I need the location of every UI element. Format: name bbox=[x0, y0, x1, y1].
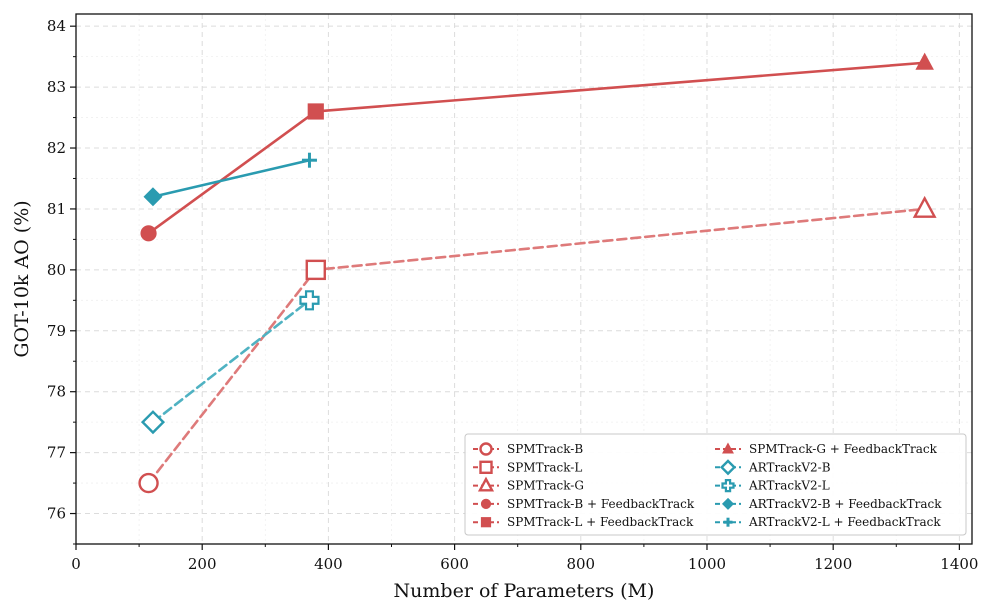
marker-spmtrack-g-feedbacktrack bbox=[915, 52, 934, 70]
y-tick-label: 78 bbox=[47, 383, 66, 401]
legend-marker bbox=[722, 442, 734, 454]
legend-label: SPMTrack-G bbox=[507, 479, 584, 493]
legend-label: ARTrackV2-B bbox=[748, 460, 831, 474]
marker-artrackv2-b-feedbacktrack bbox=[143, 187, 163, 207]
y-tick-label: 81 bbox=[47, 200, 66, 218]
x-tick-label: 600 bbox=[440, 555, 469, 573]
series-line bbox=[151, 158, 311, 199]
legend-marker bbox=[721, 479, 735, 493]
marker-spmtrack-b bbox=[138, 472, 159, 494]
legend-label: SPMTrack-L + FeedbackTrack bbox=[507, 515, 694, 529]
legend-marker bbox=[723, 517, 733, 527]
marker-spmtrack-g bbox=[912, 195, 937, 218]
legend-marker bbox=[479, 460, 493, 474]
legend-marker bbox=[477, 476, 495, 492]
x-tick-label: 400 bbox=[314, 555, 343, 573]
marker-artrackv2-l bbox=[299, 290, 320, 311]
series-markers bbox=[138, 52, 937, 494]
legend-label: SPMTrack-G + FeedbackTrack bbox=[749, 442, 938, 456]
y-tick-label: 82 bbox=[47, 139, 66, 157]
x-tick-label: 0 bbox=[71, 555, 81, 573]
x-tick-label: 1200 bbox=[814, 555, 852, 573]
y-tick-label: 83 bbox=[47, 78, 66, 96]
x-tick-label: 1000 bbox=[688, 555, 726, 573]
plot-frame bbox=[75, 13, 973, 545]
marker-artrackv2-b bbox=[140, 410, 166, 435]
legend-label: ARTrackV2-L bbox=[748, 479, 830, 493]
axis-ticks: 0 200 400 600 800 1000 1200 1400 76 77 78 79 80 81 82 8… bbox=[47, 17, 979, 573]
legend-label: SPMTrack-B bbox=[507, 442, 583, 456]
legend-label: ARTrackV2-L + FeedbackTrack bbox=[748, 515, 941, 529]
marker-artrackv2-l-feedbacktrack bbox=[301, 152, 317, 168]
y-tick-label: 84 bbox=[47, 17, 66, 35]
y-tick-label: 76 bbox=[47, 505, 66, 523]
x-tick-label: 1400 bbox=[940, 555, 978, 573]
y-tick-label: 80 bbox=[47, 261, 66, 279]
legend-marker bbox=[480, 498, 492, 509]
y-tick-label: 79 bbox=[47, 322, 66, 340]
legend-marker bbox=[479, 442, 493, 456]
marker-spmtrack-l-feedbacktrack bbox=[307, 103, 324, 120]
legend-label: SPMTrack-L bbox=[507, 460, 582, 474]
legend-marker bbox=[721, 497, 735, 510]
marker-spmtrack-b-feedbacktrack bbox=[140, 225, 157, 242]
x-tick-label: 200 bbox=[188, 555, 217, 573]
legend-label: SPMTrack-B + FeedbackTrack bbox=[507, 497, 695, 511]
y-axis-label: GOT-10k AO (%) bbox=[11, 200, 33, 357]
x-axis-label: Number of Parameters (M) bbox=[394, 580, 655, 602]
legend-box bbox=[464, 433, 967, 536]
y-tick-label: 77 bbox=[47, 444, 66, 462]
legend: SPMTrack-B SPMTrack-L SPMTrack-G SPMTrack-B… bbox=[464, 433, 967, 536]
legend-marker bbox=[719, 459, 737, 476]
marker-spmtrack-l bbox=[305, 259, 326, 281]
legend-label: ARTrackV2-B + FeedbackTrack bbox=[748, 497, 942, 511]
series-line bbox=[151, 299, 311, 424]
x-tick-label: 800 bbox=[566, 555, 595, 573]
legend-marker bbox=[480, 517, 492, 528]
